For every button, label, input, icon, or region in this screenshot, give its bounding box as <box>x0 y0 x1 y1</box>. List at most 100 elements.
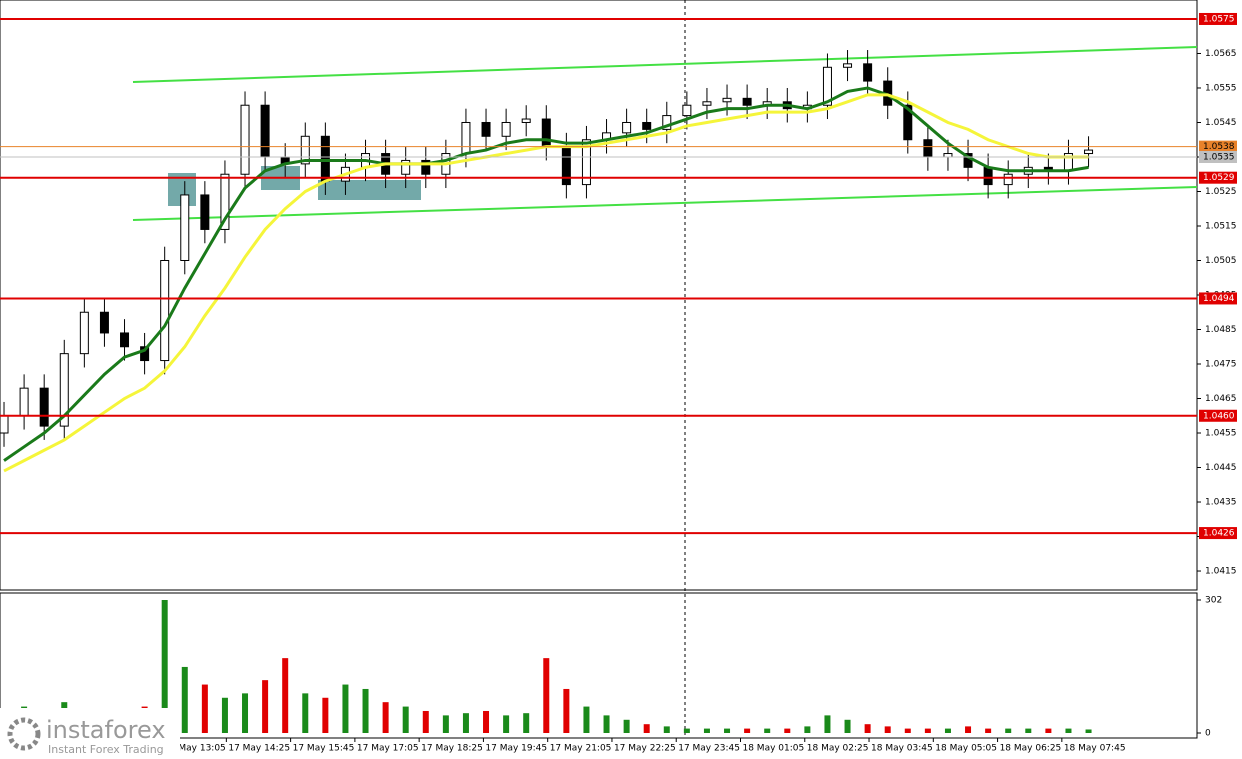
ask-tag <box>1199 140 1237 153</box>
x-tick-label: 17 May 13:05 <box>164 744 226 754</box>
level-tag <box>1199 409 1237 422</box>
candle-body <box>79 311 89 355</box>
candle-body <box>0 415 9 434</box>
volume-bar <box>583 706 590 733</box>
volume-bar <box>1065 728 1072 733</box>
y-tick-label: 1.0565 <box>1205 49 1237 59</box>
candle-body <box>120 332 130 348</box>
volume-bar <box>985 728 992 733</box>
volume-bar <box>623 719 630 733</box>
volume-bar <box>784 728 791 733</box>
volume-bar <box>543 658 550 733</box>
candle-body <box>300 135 310 165</box>
volume-bar <box>262 680 269 733</box>
highlight-zone <box>318 180 421 200</box>
volume-tick-label: 302 <box>1205 596 1222 606</box>
marks: 1.04151.04251.04351.04451.04551.04651.04… <box>0 12 1237 754</box>
volume-bar <box>663 726 670 733</box>
candle-body <box>622 121 632 134</box>
candle-body <box>1003 173 1013 186</box>
volume-bar <box>924 728 931 733</box>
volume-bar <box>282 658 289 733</box>
channel-lower <box>132 186 1198 221</box>
candle-body <box>19 387 29 417</box>
candle-body <box>99 311 109 334</box>
x-tick-label: 17 May 19:45 <box>485 744 547 754</box>
candle-body <box>863 63 873 82</box>
x-tick-label: 18 May 06:25 <box>1000 744 1062 754</box>
logo-icon <box>7 717 41 751</box>
volume-tick-label: 0 <box>1205 729 1211 739</box>
volume-bar <box>402 706 409 733</box>
volume-bar <box>563 688 570 733</box>
level-label: 1.0575 <box>1203 14 1235 24</box>
x-tick-label: 18 May 02:25 <box>807 744 869 754</box>
candle-body <box>903 104 913 141</box>
candle-body <box>702 101 712 106</box>
logo: instaforex Instant Forex Trading <box>0 708 180 759</box>
volume-bar <box>1045 728 1052 733</box>
level-tag <box>1199 12 1237 25</box>
volume-bar <box>342 684 349 733</box>
volume-bar <box>864 724 871 733</box>
level-label: 1.0460 <box>1203 411 1235 421</box>
volume-bar <box>382 702 389 733</box>
volume-bar <box>462 713 469 733</box>
level-tag <box>1199 292 1237 305</box>
volume-bar <box>1005 728 1012 733</box>
x-tick-label: 18 May 05:05 <box>935 744 997 754</box>
y-tick-label: 1.0455 <box>1205 429 1237 439</box>
x-tick-label: 17 May 21:05 <box>550 744 612 754</box>
x-tick-label: 18 May 03:45 <box>871 744 933 754</box>
candle-body <box>682 104 692 117</box>
volume-bar <box>1085 729 1092 733</box>
y-tick-label: 1.0555 <box>1205 83 1237 93</box>
candle-body <box>421 159 431 175</box>
x-tick-label: 17 May 23:45 <box>678 744 740 754</box>
volume-bar <box>161 600 168 733</box>
y-tick-label: 1.0525 <box>1205 187 1237 197</box>
candle-body <box>39 387 49 427</box>
level-tag <box>1199 527 1237 540</box>
volume-bar <box>944 728 951 733</box>
candle-body <box>481 121 491 137</box>
volume-bar <box>904 728 911 733</box>
candle-body <box>461 121 471 155</box>
y-tick-label: 1.0415 <box>1205 567 1237 577</box>
price-pane <box>0 0 1198 591</box>
candle-body <box>581 139 591 186</box>
volume-bar <box>1025 728 1032 733</box>
volume-bar <box>824 715 831 733</box>
volume-bar <box>724 728 731 733</box>
x-tick-label: 17 May 22:25 <box>614 744 676 754</box>
candle-body <box>943 153 953 158</box>
volume-pane <box>0 592 1198 739</box>
candle-body <box>521 118 531 123</box>
volume-bar <box>884 726 891 733</box>
x-tick-label: 18 May 01:05 <box>742 744 804 754</box>
volume-bar <box>844 719 851 733</box>
candle-body <box>160 259 170 362</box>
candle-body <box>200 194 210 230</box>
y-tick-label: 1.0465 <box>1205 394 1237 404</box>
volume-bar <box>442 715 449 733</box>
volume-bar <box>181 666 188 733</box>
candle-body <box>401 159 411 175</box>
channel-upper <box>132 46 1198 83</box>
candle-body <box>923 139 933 158</box>
volume-bar <box>221 697 228 733</box>
logo-bg <box>0 708 180 759</box>
candle-body <box>642 121 652 130</box>
level-label: 1.0529 <box>1203 173 1235 183</box>
y-tick-label: 1.0545 <box>1205 118 1237 128</box>
y-tick-label: 1.0505 <box>1205 256 1237 266</box>
volume-bar <box>362 688 369 733</box>
bid-tag <box>1199 150 1237 163</box>
volume-bar <box>483 710 490 733</box>
volume-bar <box>242 693 249 733</box>
y-tick-label: 1.0445 <box>1205 463 1237 473</box>
candle-body <box>742 97 752 106</box>
level-label: 1.0494 <box>1203 294 1235 304</box>
volume-bar <box>503 715 510 733</box>
